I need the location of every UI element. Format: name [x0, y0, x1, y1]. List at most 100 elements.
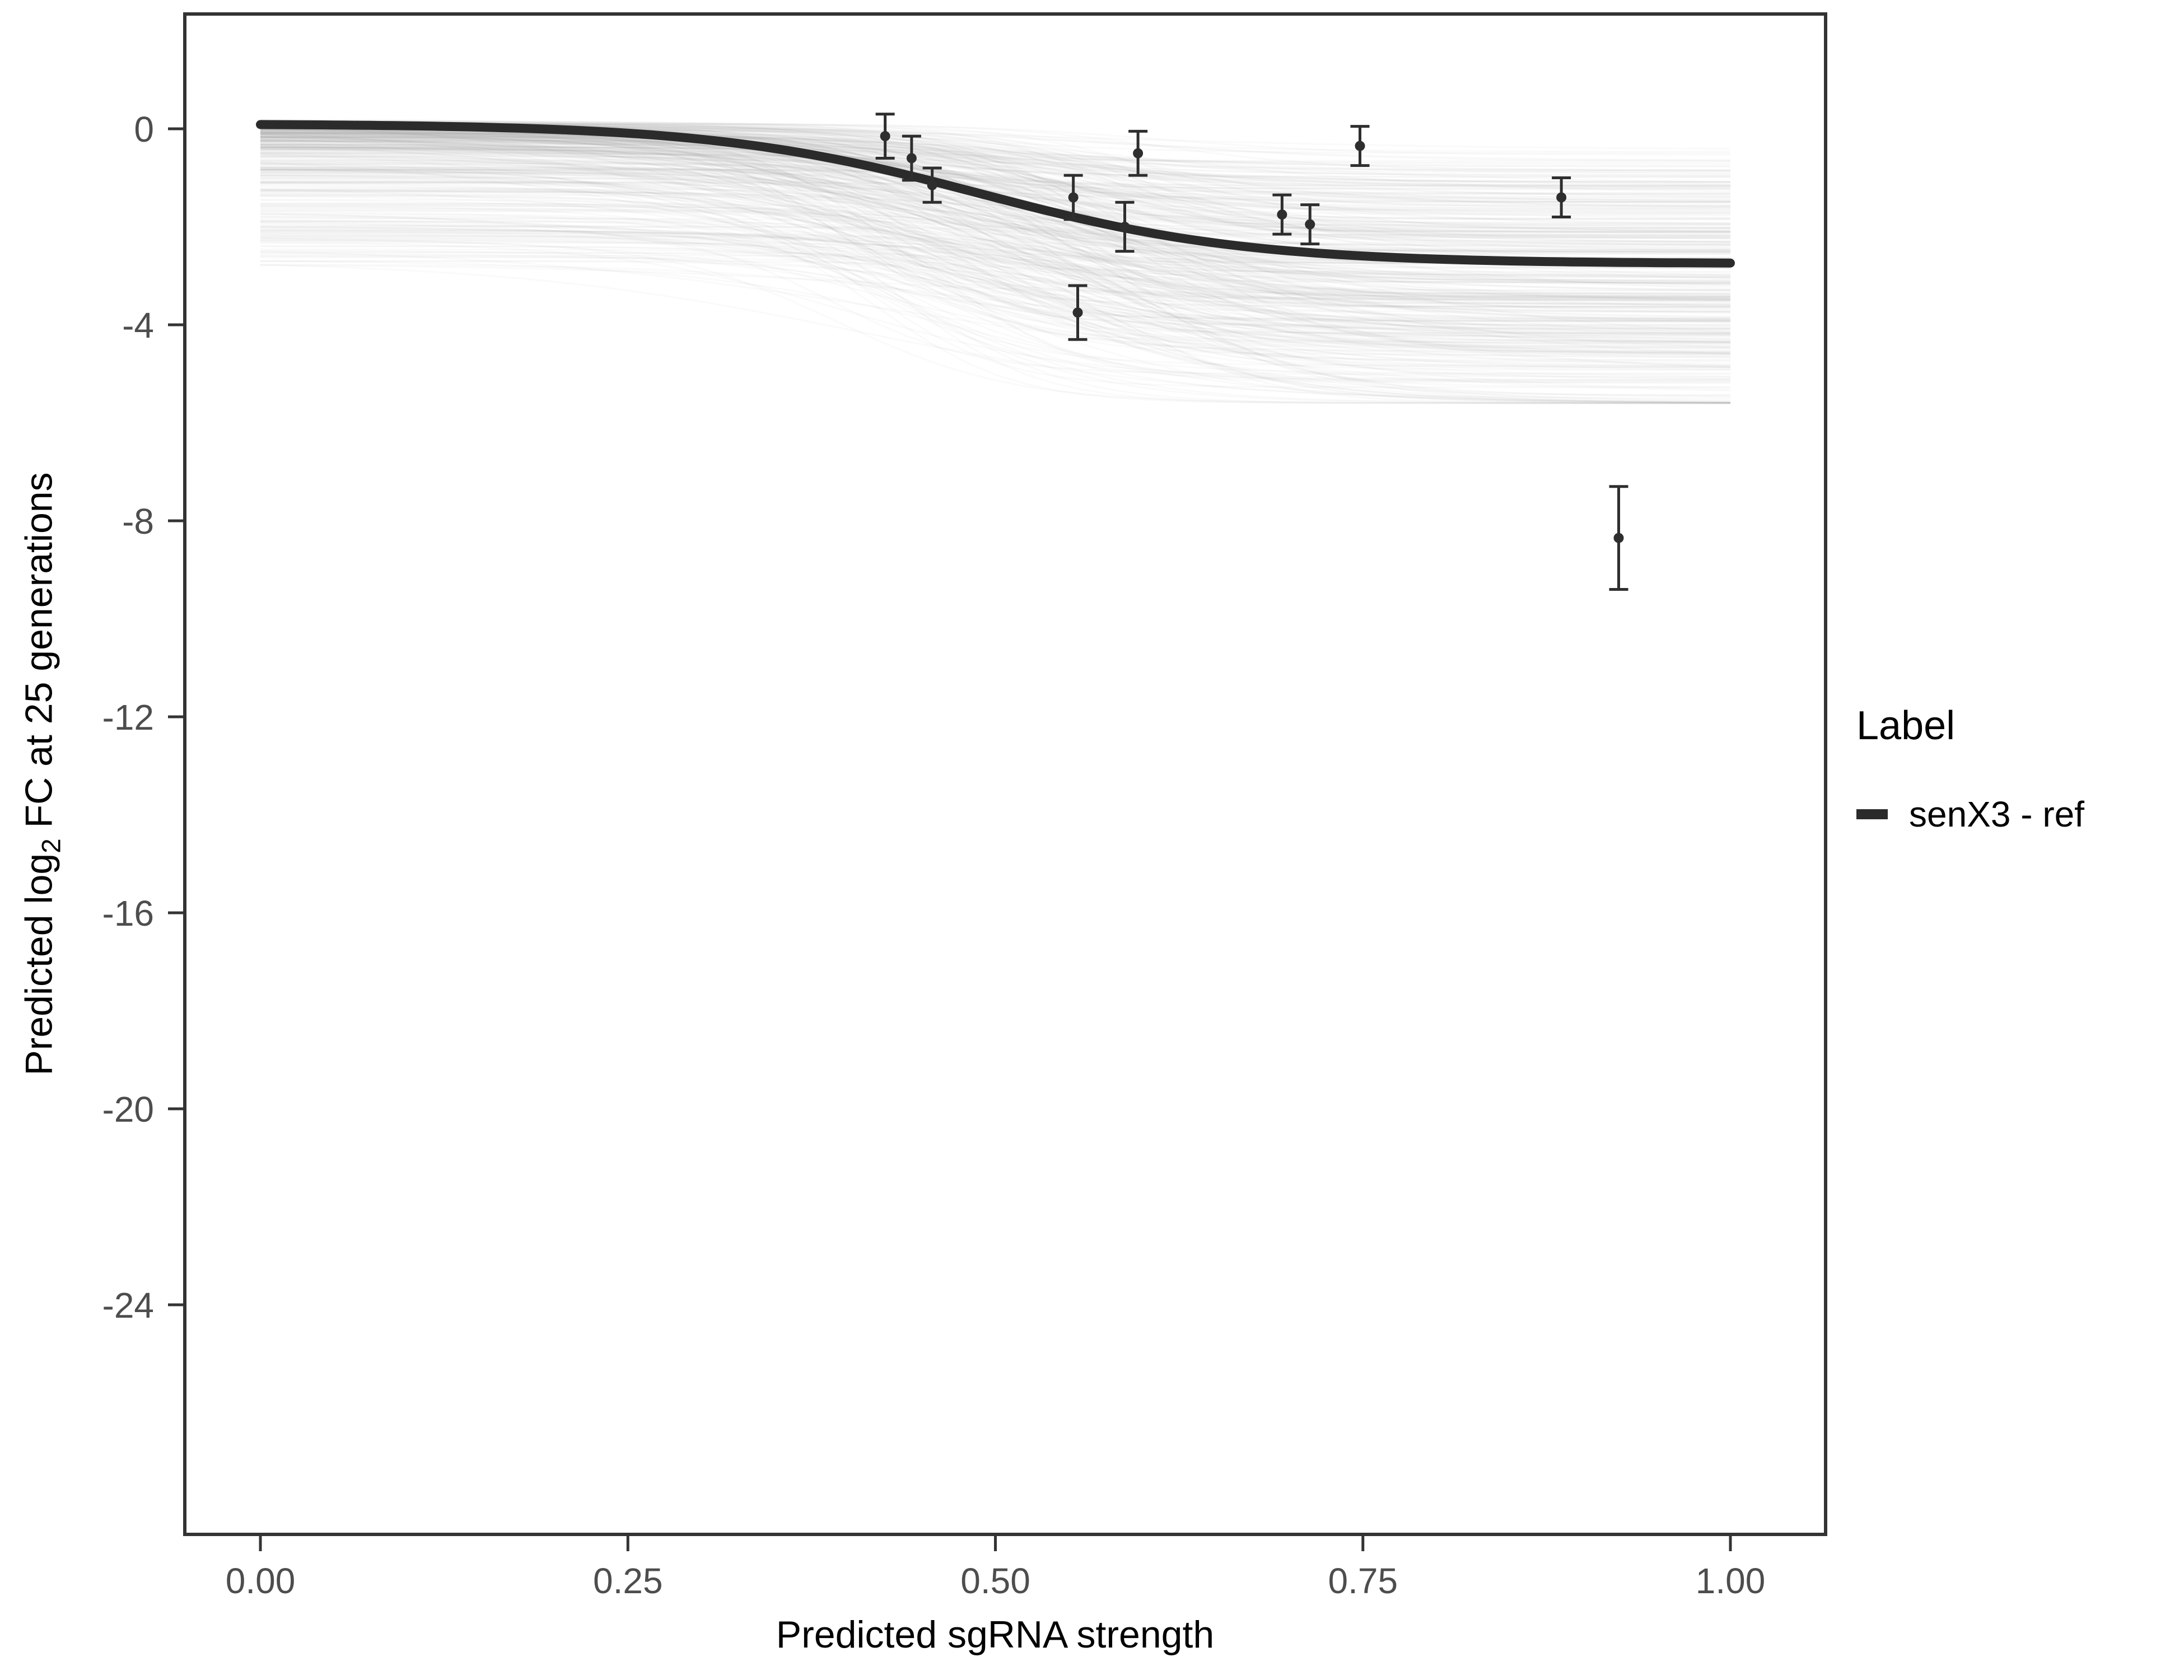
posterior-sample-line — [260, 169, 1730, 239]
posterior-sample-line — [260, 134, 1731, 320]
posterior-sample-line — [260, 221, 1731, 307]
posterior-sample-line — [260, 231, 1730, 344]
posterior-sample-line — [260, 250, 1731, 368]
posterior-sample-line — [260, 260, 1730, 304]
data-point — [1119, 222, 1130, 232]
posterior-sample-line — [260, 146, 1730, 187]
posterior-sample-line — [260, 189, 1730, 253]
posterior-sample-line — [260, 166, 1730, 239]
posterior-sample-line — [260, 141, 1731, 246]
y-tick-label: 0 — [134, 109, 154, 150]
legend-key-line — [1856, 809, 1888, 819]
posterior-sample-line — [260, 128, 1731, 292]
posterior-sample-line — [260, 136, 1731, 189]
posterior-sample-line — [260, 136, 1731, 243]
posterior-sample-line — [260, 226, 1731, 318]
posterior-sample-line — [260, 225, 1730, 278]
posterior-sample-line — [260, 148, 1731, 232]
posterior-sample-line — [260, 160, 1730, 236]
posterior-sample-line — [260, 158, 1730, 220]
posterior-sample-line — [260, 153, 1731, 190]
posterior-sample-line — [260, 152, 1730, 187]
posterior-sample-line — [260, 147, 1730, 246]
posterior-sample-line — [260, 128, 1730, 253]
posterior-sample-line — [260, 143, 1731, 187]
posterior-sample-line — [260, 169, 1731, 251]
posterior-sample-line — [260, 164, 1731, 368]
data-point — [880, 131, 890, 142]
posterior-sample-line — [260, 148, 1731, 184]
x-axis-title: Predicted sgRNA strength — [776, 1613, 1215, 1656]
posterior-sample-line — [260, 132, 1730, 342]
posterior-sample-line — [260, 240, 1730, 404]
posterior-sample-line — [260, 229, 1731, 398]
posterior-sample-line — [260, 185, 1731, 249]
posterior-sample-line — [260, 171, 1731, 306]
posterior-sample-line — [260, 152, 1730, 352]
data-point — [1277, 209, 1287, 220]
posterior-sample-line — [260, 170, 1730, 253]
posterior-sample-line — [260, 192, 1730, 292]
posterior-sample-line — [260, 189, 1731, 377]
posterior-sample-line — [260, 143, 1730, 226]
posterior-sample-line — [260, 137, 1730, 284]
posterior-sample-line — [260, 181, 1730, 209]
posterior-sample-line — [260, 148, 1730, 291]
posterior-sample-line — [260, 213, 1731, 358]
plot-panel-border — [183, 12, 1827, 1536]
posterior-sample-line — [260, 136, 1731, 279]
posterior-sample-line — [260, 209, 1731, 396]
posterior-sample-line — [260, 235, 1730, 330]
posterior-sample-line — [260, 129, 1731, 232]
posterior-sample-line — [260, 132, 1731, 354]
posterior-sample-line — [260, 175, 1730, 367]
posterior-sample-line — [260, 140, 1731, 278]
x-tick-label: 1.00 — [1696, 1561, 1766, 1601]
posterior-sample-line — [260, 182, 1731, 237]
posterior-sample-line — [260, 122, 1730, 242]
posterior-sample-line — [260, 132, 1731, 291]
posterior-sample-line — [260, 238, 1731, 367]
posterior-sample-line — [260, 137, 1731, 186]
posterior-sample-line — [260, 251, 1731, 329]
posterior-sample-line — [260, 137, 1730, 203]
y-tick-label: -8 — [122, 501, 154, 542]
posterior-sample-line — [260, 146, 1731, 336]
posterior-sample-line — [260, 232, 1731, 314]
posterior-sample-line — [260, 120, 1730, 209]
posterior-sample-line — [260, 220, 1730, 349]
data-point — [1305, 219, 1315, 230]
posterior-sample-line — [260, 142, 1731, 354]
posterior-sample-line — [260, 136, 1731, 286]
x-tick-label: 0.25 — [593, 1561, 663, 1601]
posterior-sample-line — [260, 120, 1731, 161]
posterior-sample-line — [260, 178, 1730, 323]
posterior-sample-line — [260, 156, 1731, 225]
posterior-sample-line — [260, 241, 1730, 381]
posterior-sample-line — [260, 143, 1731, 201]
posterior-sample-line — [260, 156, 1731, 306]
posterior-sample-line — [260, 146, 1731, 343]
posterior-sample-line — [260, 134, 1730, 220]
posterior-sample-line — [260, 186, 1730, 404]
posterior-sample-line — [260, 205, 1731, 365]
data-point — [1556, 192, 1567, 203]
posterior-sample-line — [260, 174, 1731, 399]
posterior-sample-line — [260, 193, 1730, 295]
posterior-sample-line — [260, 239, 1730, 361]
posterior-sample-line — [260, 162, 1730, 194]
posterior-sample-line — [260, 166, 1730, 200]
posterior-sample-line — [260, 250, 1730, 321]
posterior-sample-line — [260, 154, 1731, 370]
posterior-sample-line — [260, 136, 1730, 230]
posterior-sample-line — [260, 130, 1731, 225]
y-title-subscript: 2 — [36, 838, 67, 853]
legend-item: senX3 - ref — [1856, 794, 2084, 835]
posterior-sample-line — [260, 204, 1731, 404]
posterior-sample-line — [260, 128, 1730, 247]
posterior-sample-line — [260, 152, 1730, 279]
posterior-sample-line — [260, 141, 1731, 321]
posterior-sample-line — [260, 123, 1731, 302]
posterior-sample-line — [260, 136, 1730, 176]
